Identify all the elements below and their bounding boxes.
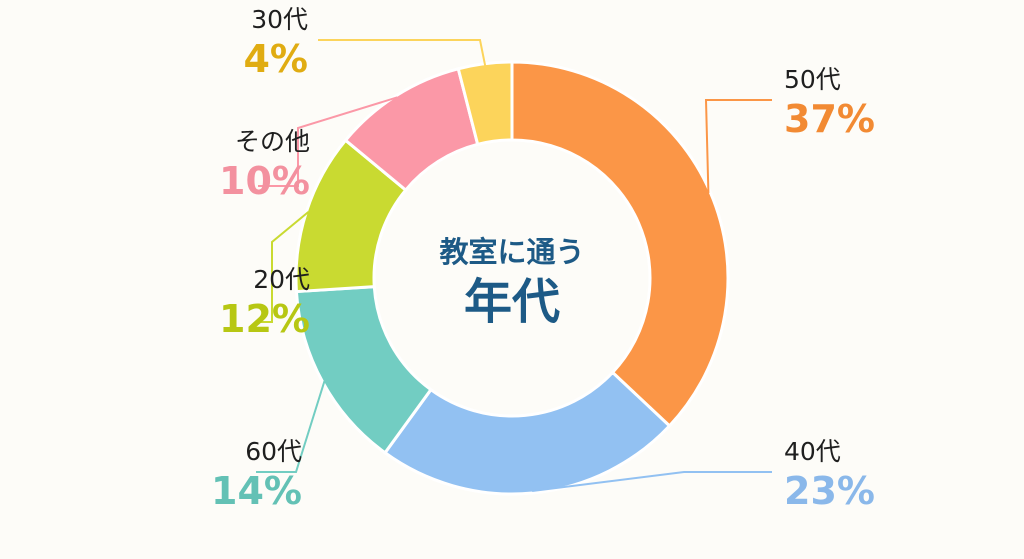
slice-category-label: 40代 [784,437,841,466]
slice-category-label: 30代 [251,5,308,34]
center-title-line2: 年代 [464,274,560,330]
leader-line-4 [258,211,310,323]
slice-percent-label: 23% [784,469,875,513]
leader-line-6 [318,39,487,66]
leader-line-1 [704,99,772,194]
slices-group [294,60,730,496]
leader-line-3 [256,380,326,473]
slice-1 [510,60,730,428]
slice-percent-label: 12% [219,297,310,341]
center-title-line1: 教室に通う [439,235,584,269]
slice-category-label: 50代 [784,65,841,94]
slice-6 [456,60,514,147]
slice-percent-label: 14% [211,469,302,513]
leader-line-5 [258,96,398,187]
slice-percent-label: 37% [784,97,875,141]
slice-2 [382,370,672,496]
slice-category-label: その他 [235,127,310,156]
leader-lines-group [256,39,772,493]
slice-percent-label: 10% [219,159,310,203]
leader-line-2 [532,471,772,493]
slice-percent-label: 4% [243,37,308,81]
slice-category-label: 60代 [245,437,302,466]
labels-group: 50代 37% 40代 23% 60代 14% 20代 12% その他 10% 30代 4% [211,5,875,513]
slice-category-label: 20代 [253,265,310,294]
